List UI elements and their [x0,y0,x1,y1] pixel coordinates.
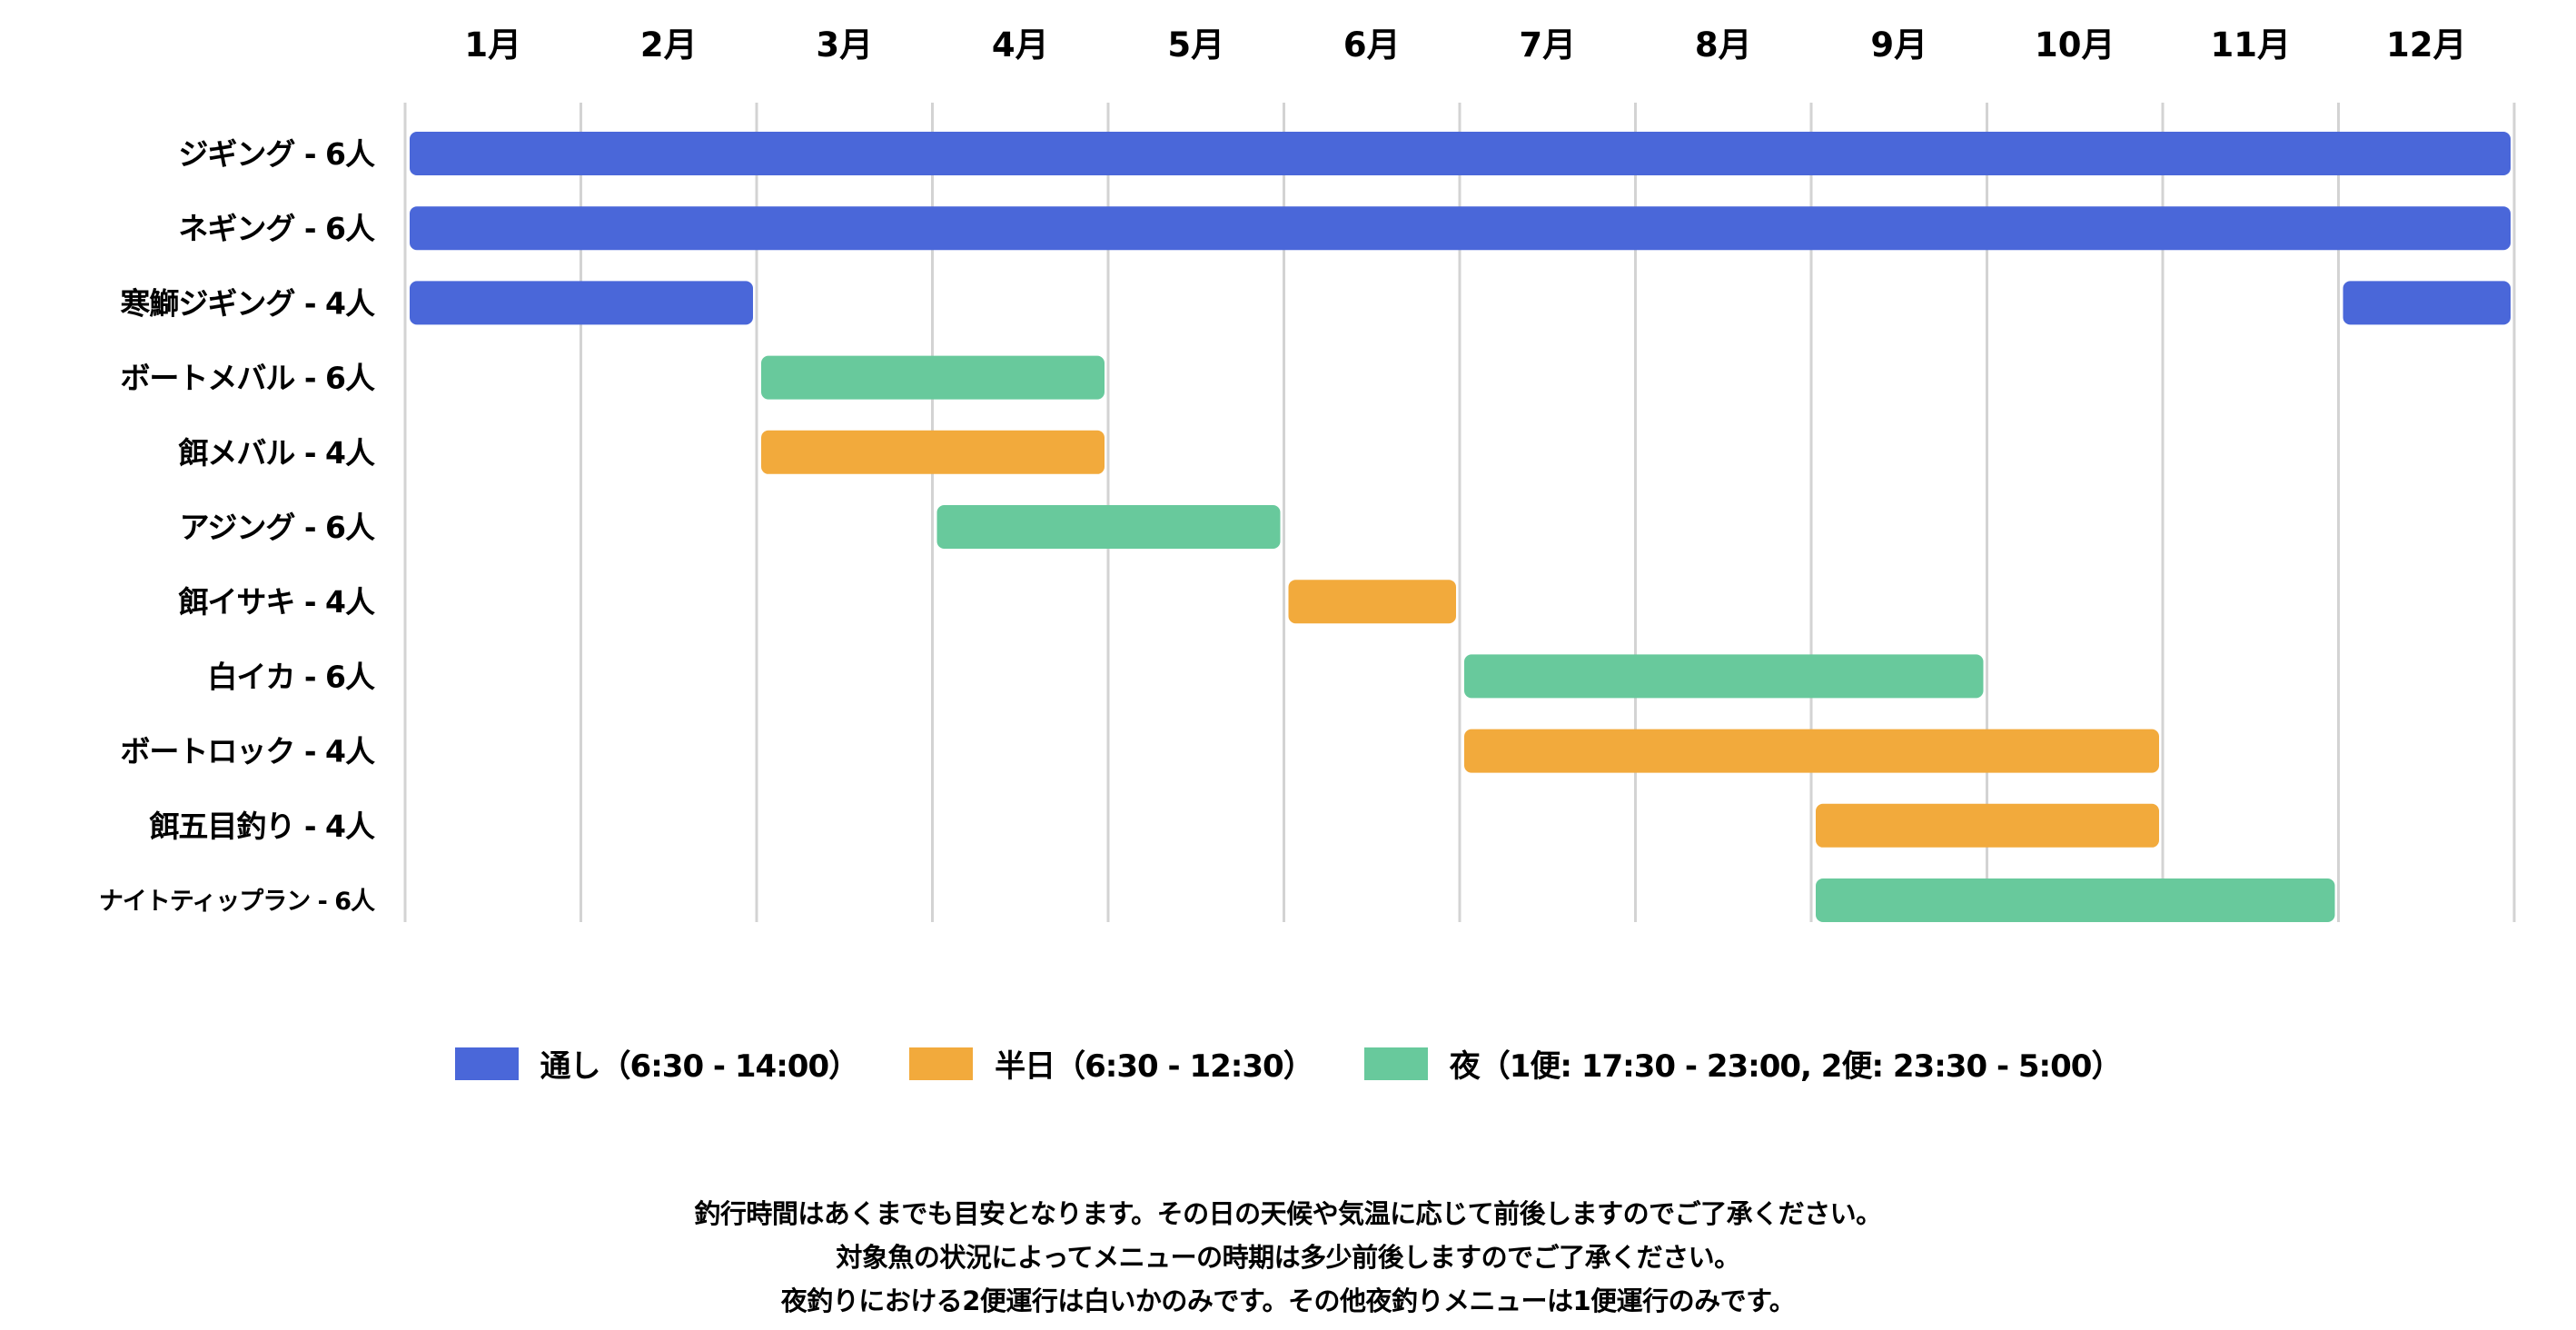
row-label: 餌イサキ - 4人 [178,584,375,620]
month-label: 11月 [2211,25,2292,65]
row-label: アジング - 6人 [180,510,375,545]
row-label: ボートロック - 4人 [120,734,375,769]
footnote: 夜釣りにおける2便運行は白いかのみです。その他夜釣りメニューは1便運行のみです。 [780,1285,1796,1316]
month-label: 7月 [1519,25,1576,65]
bar-half [1464,729,2159,773]
row-label: 寒鰤ジギング - 4人 [120,285,375,321]
legend-label: 夜（1便: 17:30 - 23:00, 2便: 23:30 - 5:00） [1449,1048,2123,1085]
legend-swatch-half [909,1047,974,1080]
bar-full [410,206,2511,251]
legend-item-half: 半日（6:30 - 12:30） [909,1041,1314,1086]
bar-night [1464,654,1984,699]
bar-full [410,281,753,325]
bar-night [761,355,1105,400]
row-label: ナイトティップラン - 6人 [99,888,375,916]
legend: 通し（6:30 - 14:00） 半日（6:30 - 12:30） 夜（1便: … [0,1041,2576,1086]
legend-item-full: 通し（6:30 - 14:00） [454,1041,860,1086]
bar-full [410,132,2511,175]
bar-half [1288,580,1456,624]
footnote: 釣行時間はあくまでも目安となります。その日の天候や気温に応じて前後しますのでご了… [694,1198,1882,1229]
month-label: 12月 [2386,25,2467,65]
month-label: 5月 [1167,25,1224,65]
row-label: 白イカ - 6人 [207,659,375,694]
row-label: ボートメバル - 6人 [120,361,375,396]
month-label: 8月 [1695,25,1752,65]
legend-swatch-night [1363,1047,1428,1080]
footnote: 対象魚の状況によってメニューの時期は多少前後しますのでご了承ください。 [836,1242,1740,1273]
row-label: 餌メバル - 4人 [178,435,375,471]
bar-night [1816,878,2335,922]
footnotes: 釣行時間はあくまでも目安となります。その日の天候や気温に応じて前後しますのでご了… [0,1192,2576,1323]
month-label: 4月 [992,25,1049,65]
month-label: 3月 [816,25,873,65]
month-label: 10月 [2035,25,2115,65]
month-label: 2月 [640,25,698,65]
legend-label: 通し（6:30 - 14:00） [540,1048,860,1085]
legend-swatch-full [454,1047,519,1080]
row-label: ジギング - 6人 [178,136,375,172]
row-label: 餌五目釣り - 4人 [149,809,375,844]
month-label: 1月 [464,25,521,65]
legend-item-night: 夜（1便: 17:30 - 23:00, 2便: 23:30 - 5:00） [1363,1041,2123,1086]
bar-half [1816,803,2159,848]
bar-half [761,430,1105,474]
row-label: ネギング - 6人 [178,211,375,246]
bar-full [2343,281,2511,325]
bar-night [936,505,1281,549]
month-label: 6月 [1343,25,1401,65]
legend-label: 半日（6:30 - 12:30） [995,1048,1314,1085]
month-label: 9月 [1870,25,1927,65]
